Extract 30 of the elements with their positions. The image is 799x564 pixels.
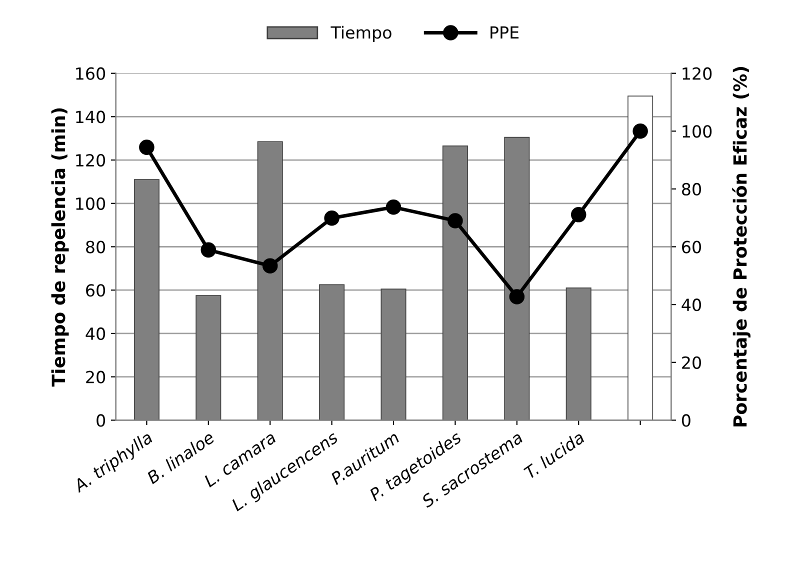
- y-tick-label: 100: [76, 197, 106, 210]
- point: [509, 289, 525, 304]
- point: [262, 258, 278, 274]
- y-axis-title: Tiempo de repelencia (min): [51, 108, 69, 387]
- point: [139, 140, 154, 155]
- y2-tick-label: 100: [682, 125, 712, 138]
- y-tick-label: 120: [76, 154, 106, 167]
- point: [570, 207, 586, 222]
- y2-tick-label: 120: [682, 67, 712, 80]
- y2-tick-label: 0: [682, 414, 690, 427]
- y2-tick-label: 20: [682, 356, 701, 369]
- legend-label: PPE: [490, 26, 519, 39]
- point: [386, 200, 402, 215]
- y2-tick-label: 40: [682, 298, 701, 312]
- y-tick-label: 140: [76, 110, 106, 124]
- y2-axis-title: Porcentaje de Protección Eficaz (%): [732, 67, 750, 426]
- point: [632, 123, 648, 139]
- y-tick-label: 0: [96, 414, 106, 427]
- point: [324, 210, 340, 226]
- point: [200, 242, 216, 258]
- y-tick-label: 20: [86, 370, 106, 384]
- legend-label: Tiempo: [330, 26, 392, 42]
- y-tick-label: 40: [86, 327, 106, 340]
- y-tick-label: 80: [86, 240, 106, 254]
- y2-tick-label: 60: [682, 240, 701, 254]
- y2-tick-label: 80: [682, 182, 701, 196]
- bar: [628, 96, 654, 420]
- y-tick-label: 60: [86, 284, 106, 297]
- point: [448, 213, 463, 228]
- y-tick-label: 160: [76, 67, 106, 80]
